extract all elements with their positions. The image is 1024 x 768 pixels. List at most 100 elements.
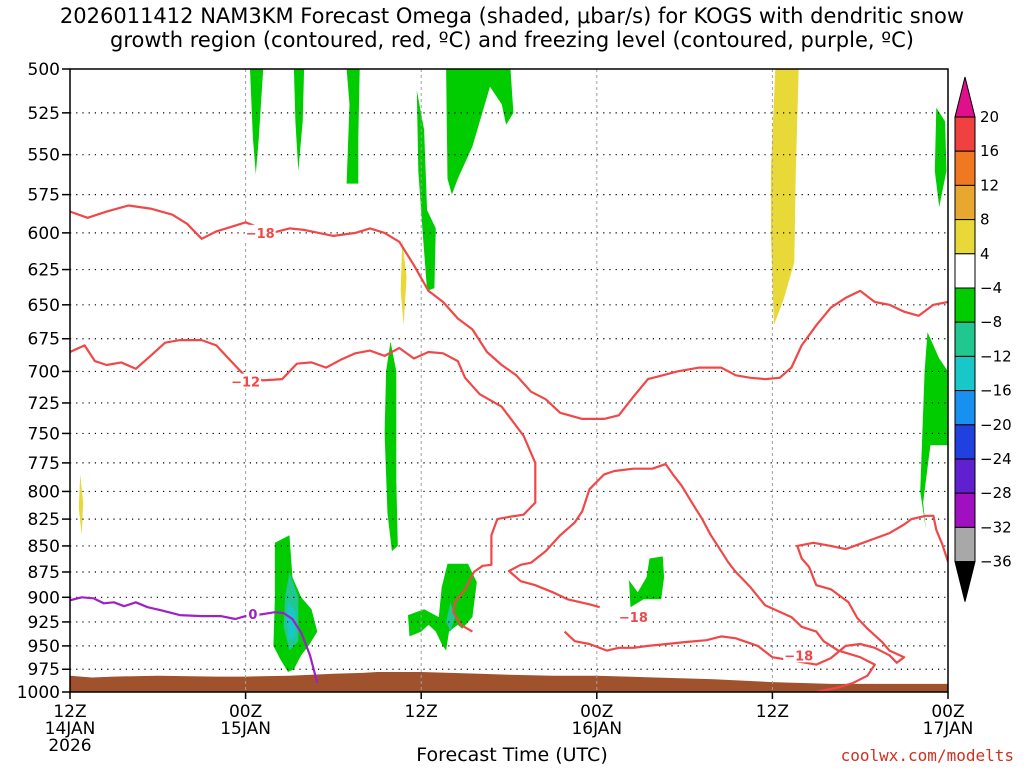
y-tick-label: 650	[28, 296, 60, 316]
y-tick-label: 700	[28, 362, 60, 382]
chart-title: 2026011412 NAM3KM Forecast Omega (shaded…	[59, 4, 965, 52]
colorbar-bin-9	[954, 424, 976, 460]
omega-region-10	[78, 474, 84, 536]
y-tick-label: 675	[28, 330, 60, 350]
colorbar-level-label: −28	[980, 484, 1012, 502]
dgz-contour-layer	[70, 204, 948, 692]
omega-region-13	[286, 602, 296, 642]
y-tick-label: 550	[28, 146, 60, 166]
colorbar-bin-5	[954, 287, 976, 323]
dgz-contour-label-bg-3	[783, 647, 815, 663]
y-tick-label: 775	[28, 454, 60, 474]
colorbar-level-label: 16	[980, 142, 999, 160]
colorbar-bin-4	[954, 253, 976, 289]
colorbar-level-label: −16	[980, 382, 1012, 400]
y-tick-label: 625	[28, 261, 60, 281]
omega-region-2	[346, 69, 360, 184]
omega-region-14	[408, 563, 477, 651]
colorbar-bin-8	[954, 390, 976, 426]
colorbar-top-arrow	[954, 76, 976, 118]
colorbar-level-label: −20	[980, 416, 1012, 434]
dgz-contour-label-1: −12	[231, 376, 260, 391]
colorbar-bin-2	[954, 184, 976, 221]
colorbar-level-label: −8	[980, 313, 1002, 331]
x-tick-label-2-0: 12Z	[405, 702, 438, 722]
colorbar-level-label: 4	[980, 245, 990, 263]
colorbar-bin-10	[954, 458, 976, 494]
dgz-contour-3	[507, 463, 876, 692]
colorbar-level-label: −12	[980, 347, 1012, 365]
x-tick-label-1-1: 15JAN	[220, 719, 271, 739]
dgz-contour-label-bg-2	[617, 609, 649, 625]
colorbar-level-label: −32	[980, 518, 1012, 536]
y-tick-label: 750	[28, 424, 60, 444]
contour-labels: −18 −12 −18 −18 0	[230, 224, 815, 664]
colorbar-bin-12	[954, 526, 976, 563]
y-tick-label: 900	[28, 588, 60, 608]
freezing-level-label-0: 0	[248, 608, 257, 623]
omega-region-16	[629, 556, 665, 608]
y-tick-label: 575	[28, 186, 60, 206]
gridlines	[70, 69, 948, 692]
colorbar: 20 16 12 8 4 −4 −8 −12 −16 −20 −24 −28 −32 −36	[954, 76, 1012, 602]
x-axis-label: Forecast Time (UTC)	[416, 744, 608, 766]
freezing-level-layer	[70, 596, 319, 684]
omega-region-0	[250, 69, 264, 175]
y-tick-label: 875	[28, 563, 60, 583]
colorbar-level-label: −4	[980, 279, 1002, 297]
colorbar-level-label: 8	[980, 211, 990, 229]
omega-region-3	[416, 90, 436, 291]
y-tick-label: 825	[28, 510, 60, 530]
colorbar-bin-6	[954, 321, 976, 357]
omega-shaded-layer	[78, 69, 948, 672]
x-tick-label-4-0: 12Z	[756, 702, 789, 722]
x-tick-label-5-0: 00Z	[931, 702, 964, 722]
terrain-layer	[70, 672, 948, 692]
y-axis-ticks: 500 525 550 575 600 625 650 675 700 725 750 775 800 8…	[17, 60, 70, 703]
omega-region-4	[446, 69, 514, 195]
y-tick-label: 725	[28, 394, 60, 414]
dgz-contour-label-3: −18	[784, 649, 813, 664]
colorbar-level-label: −36	[980, 553, 1012, 571]
dgz-contour-label-bg-1	[230, 373, 262, 389]
colorbar-level-label: 20	[980, 108, 999, 126]
colorbar-bin-7	[954, 355, 976, 392]
x-tick-label-3-0: 00Z	[580, 702, 613, 722]
y-tick-label: 950	[28, 637, 60, 657]
y-tick-label: 925	[28, 613, 60, 633]
x-tick-label-3-1: 16JAN	[571, 719, 622, 739]
x-tick-label-0-2: 2026	[48, 736, 91, 756]
dgz-contour-label-2: −18	[619, 611, 648, 626]
omega-region-1	[293, 69, 305, 171]
x-tick-label-5-1: 17JAN	[923, 719, 974, 739]
dgz-contour-0	[70, 204, 948, 420]
colorbar-bin-3	[954, 219, 976, 255]
y-tick-label: 600	[28, 224, 60, 244]
y-tick-label: 1000	[17, 683, 60, 703]
colorbar-level-label: 12	[980, 176, 999, 194]
y-tick-label: 975	[28, 660, 60, 680]
omega-region-8	[384, 341, 398, 552]
x-tick-label-0-0: 12Z	[53, 702, 86, 722]
freezing-level-line-0	[70, 596, 319, 684]
y-tick-label: 850	[28, 537, 60, 557]
credit-text: coolwx.com/modelts	[840, 746, 1014, 765]
colorbar-bin-11	[954, 492, 976, 528]
freezing-level-label-bg-0	[246, 606, 260, 622]
dgz-contour-1	[70, 339, 537, 633]
omega-region-9	[920, 332, 948, 530]
y-tick-label: 500	[28, 60, 60, 80]
omega-region-5	[770, 69, 799, 326]
colorbar-bin-1	[954, 150, 976, 186]
terrain-fill	[70, 672, 948, 692]
omega-region-15	[446, 602, 455, 632]
colorbar-bin-0	[954, 116, 976, 152]
colorbar-level-label: −24	[980, 450, 1012, 468]
x-tick-label-0-1: 14JAN	[45, 719, 96, 739]
omega-region-7	[400, 240, 407, 326]
dgz-contour-label-0: −18	[246, 227, 275, 242]
colorbar-bottom-arrow	[954, 561, 976, 602]
dgz-contour-2	[563, 514, 948, 666]
